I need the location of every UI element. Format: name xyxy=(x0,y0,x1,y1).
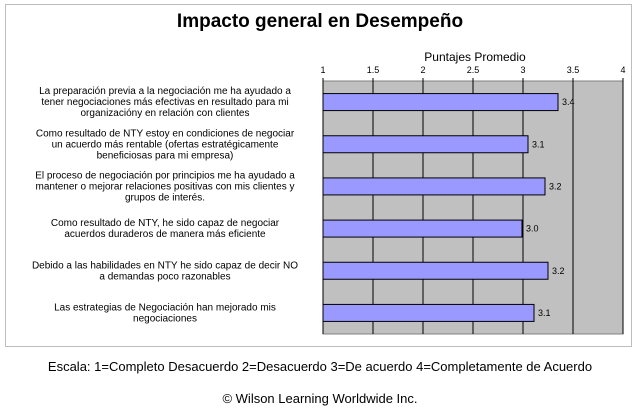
bar xyxy=(322,177,546,196)
bar-chart: 1 1.5 2 2.5 3 3.5 4 Puntajes Promedio 3.4 La prep… xyxy=(32,50,626,335)
category-label: La preparación previa a la negociación m… xyxy=(39,86,291,119)
data-label: 3.1 xyxy=(538,308,551,318)
bar xyxy=(322,303,535,322)
scale-legend: Escala: 1=Completo Desacuerdo 2=Desacuer… xyxy=(47,359,593,374)
category-label: Las estrategias de Negociación han mejor… xyxy=(54,302,276,324)
x-tick-label: 3.5 xyxy=(567,65,580,75)
bar xyxy=(322,261,549,280)
x-tick-label: 2.5 xyxy=(467,65,480,75)
data-label: 3.2 xyxy=(552,266,565,276)
x-tick-label: 2 xyxy=(420,65,425,75)
x-tick-label: 3 xyxy=(520,65,525,75)
bar xyxy=(322,219,523,238)
bar xyxy=(322,93,559,112)
category-label: Como resultado de NTY, he sido capaz de … xyxy=(51,218,280,240)
category-label: El proceso de negociación por principios… xyxy=(35,170,295,203)
x-tick-label: 1.5 xyxy=(367,65,380,75)
copyright-text: © Wilson Learning Worldwide Inc. xyxy=(222,391,418,406)
category-label: Como resultado de NTY estoy en condicion… xyxy=(36,128,295,161)
data-label: 3.4 xyxy=(562,97,575,107)
x-axis-label: Puntajes Promedio xyxy=(424,50,526,64)
bar xyxy=(322,135,529,154)
x-tick-label: 4 xyxy=(620,65,625,75)
chart-title: Impacto general en Desempeño xyxy=(176,11,464,32)
data-label: 3.0 xyxy=(526,224,539,234)
x-tick-label: 1 xyxy=(320,65,325,75)
data-label: 3.2 xyxy=(549,181,562,191)
category-label: Debido a las habilidades en NTY he sido … xyxy=(32,260,298,282)
data-label: 3.1 xyxy=(532,139,545,149)
